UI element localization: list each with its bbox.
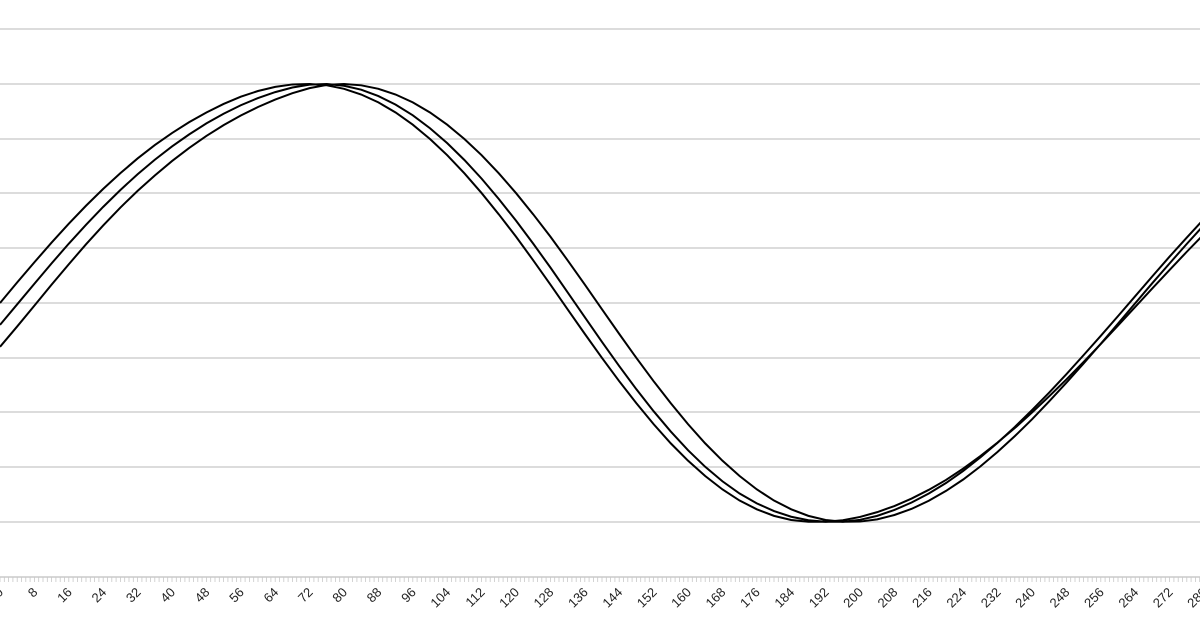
x-tick-label: 56 [226,585,247,606]
x-tick-label: 24 [88,585,109,606]
x-tick-label: 72 [295,585,316,606]
x-tick-label: 136 [565,585,591,611]
x-tick-label: 208 [875,585,901,611]
x-tick-label: 176 [737,585,763,611]
x-tick-label: 112 [462,585,487,610]
series-line-1 [0,82,1200,523]
x-axis [0,576,1200,582]
x-tick-label: 64 [260,585,281,606]
x-tick-label: 144 [599,585,625,611]
x-tick-label: 248 [1047,585,1073,611]
x-tick-label: 16 [54,585,75,606]
x-tick-label: 88 [364,585,385,606]
x-tick-label: 8 [25,585,41,601]
x-tick-label: 168 [703,585,729,611]
x-tick-label: 80 [329,585,350,606]
x-tick-label: 256 [1081,585,1107,611]
x-tick-label: 200 [840,585,866,611]
series-lines [0,82,1200,523]
x-tick-label: 40 [157,585,178,606]
x-tick-label: 0 [0,585,6,601]
x-tick-label: 264 [1115,585,1141,611]
x-tick-label: 224 [943,585,969,611]
x-tick-label: 184 [771,585,797,611]
x-tick-label: 280 [1184,585,1200,611]
x-tick-label: 160 [668,585,694,611]
y-gridlines [0,28,1200,523]
x-tick-label: 32 [123,585,144,606]
x-tick-label: 120 [496,585,522,611]
x-tick-labels: 0 8 16 24 32 40 48 56 64 72 80 88 96 104 112 120 128 136 1… [0,585,1200,611]
x-tick-label: 240 [1012,585,1038,611]
x-tick-label: 216 [909,585,935,611]
x-tick-label: 96 [398,585,419,606]
x-tick-label: 128 [531,585,557,611]
x-tick-label: 48 [192,585,213,606]
series-line-3 [0,82,1200,523]
x-tick-label: 104 [427,585,453,611]
x-tick-label: 272 [1150,585,1176,611]
x-tick-label: 192 [806,585,832,611]
x-tick-label: 232 [978,585,1004,611]
x-tick-label: 152 [634,585,660,611]
